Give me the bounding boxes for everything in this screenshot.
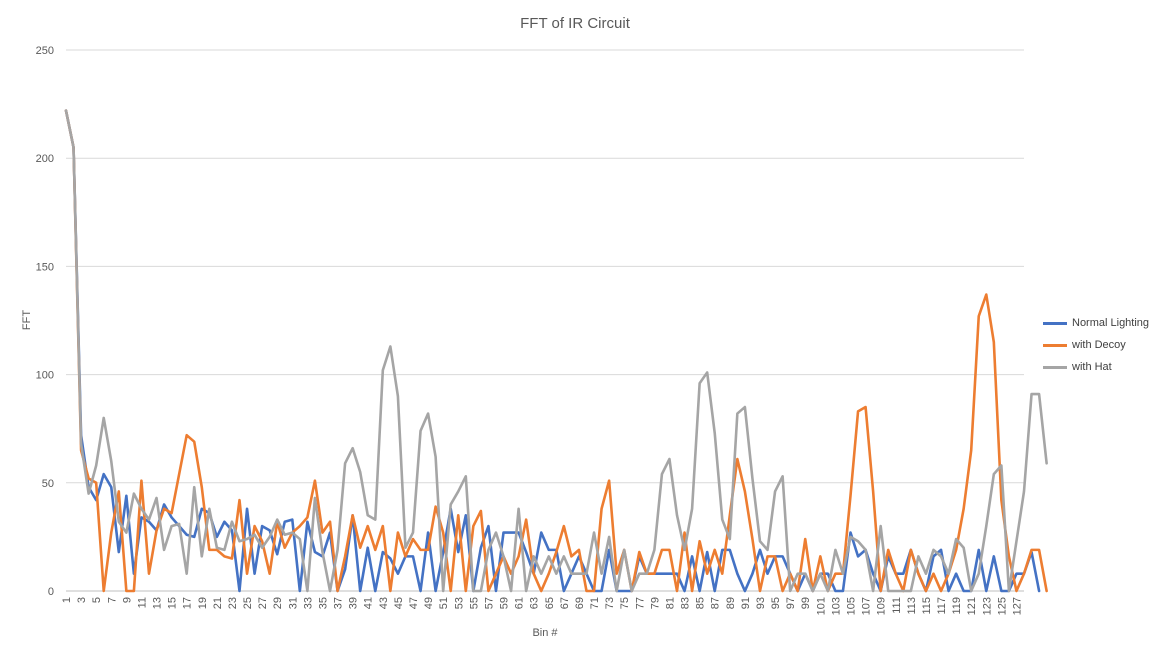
x-tick-label: 119 xyxy=(951,597,963,615)
y-tick-label: 150 xyxy=(36,261,54,273)
legend-swatch xyxy=(1043,321,1067,325)
legend-item: with Decoy xyxy=(1043,334,1149,356)
y-tick-label: 250 xyxy=(36,45,54,57)
x-tick-label: 85 xyxy=(695,597,707,609)
y-axis-ticks: 0 50 100 150 200 250 xyxy=(36,45,54,598)
x-tick-label: 81 xyxy=(664,597,676,609)
legend: Normal Lighting with Decoy with Hat xyxy=(1043,312,1149,378)
x-tick-label: 87 xyxy=(710,597,722,609)
x-tick-label: 127 xyxy=(1011,597,1023,615)
series-line-2 xyxy=(64,109,1048,593)
x-tick-label: 49 xyxy=(423,597,435,609)
x-tick-label: 53 xyxy=(453,597,465,609)
x-tick-label: 101 xyxy=(815,597,827,615)
legend-swatch xyxy=(1043,365,1067,369)
series-lines xyxy=(64,109,1048,593)
x-tick-label: 65 xyxy=(544,597,556,609)
x-tick-label: 107 xyxy=(861,597,873,615)
x-tick-label: 97 xyxy=(785,597,797,609)
legend-swatch xyxy=(1043,343,1067,347)
x-tick-label: 29 xyxy=(272,597,284,609)
x-tick-label: 103 xyxy=(830,597,842,615)
x-tick-label: 51 xyxy=(438,597,450,609)
y-tick-label: 200 xyxy=(36,153,54,165)
x-tick-label: 67 xyxy=(559,597,571,609)
x-tick-label: 93 xyxy=(755,597,767,609)
legend-label: with Hat xyxy=(1072,361,1112,373)
x-tick-label: 121 xyxy=(966,597,978,615)
x-tick-label: 37 xyxy=(333,597,345,609)
y-tick-label: 50 xyxy=(42,478,54,490)
x-tick-label: 25 xyxy=(242,597,254,609)
x-tick-label: 7 xyxy=(106,597,118,603)
x-tick-label: 83 xyxy=(680,597,692,609)
x-tick-label: 123 xyxy=(981,597,993,615)
y-axis-label: FFT xyxy=(21,310,33,330)
x-tick-label: 77 xyxy=(634,597,646,609)
x-tick-label: 27 xyxy=(257,597,269,609)
x-tick-label: 13 xyxy=(152,597,164,609)
x-tick-label: 33 xyxy=(302,597,314,609)
x-axis-label: Bin # xyxy=(532,627,558,639)
y-tick-label: 0 xyxy=(48,586,54,598)
x-tick-label: 23 xyxy=(227,597,239,609)
x-tick-label: 35 xyxy=(317,597,329,609)
x-tick-label: 45 xyxy=(393,597,405,609)
x-tick-label: 39 xyxy=(348,597,360,609)
x-tick-label: 1 xyxy=(61,597,73,603)
x-tick-label: 125 xyxy=(996,597,1008,615)
x-tick-label: 5 xyxy=(91,597,103,603)
x-tick-label: 117 xyxy=(936,597,948,615)
x-tick-label: 91 xyxy=(740,597,752,609)
x-tick-label: 89 xyxy=(725,597,737,609)
x-tick-label: 71 xyxy=(589,597,601,609)
x-tick-label: 17 xyxy=(182,597,194,609)
x-tick-label: 55 xyxy=(468,597,480,609)
series-line-1 xyxy=(64,109,1041,593)
x-tick-label: 105 xyxy=(846,597,858,615)
x-tick-label: 41 xyxy=(363,597,375,609)
x-tick-label: 111 xyxy=(891,597,903,614)
legend-item: with Hat xyxy=(1043,356,1149,378)
x-tick-label: 31 xyxy=(287,597,299,609)
x-tick-label: 43 xyxy=(378,597,390,609)
x-tick-label: 75 xyxy=(619,597,631,609)
x-tick-label: 21 xyxy=(212,597,224,609)
series-line-3 xyxy=(64,109,1048,593)
gridlines xyxy=(66,49,1024,592)
x-tick-label: 15 xyxy=(167,597,179,609)
x-tick-label: 69 xyxy=(574,597,586,609)
x-axis-ticks: 1 3 5 7 9 11 13 15 17 19 21 23 25 27 29 31 33 35 37 39 41 43 4… xyxy=(61,597,1023,615)
x-tick-label: 113 xyxy=(906,597,918,615)
legend-label: with Decoy xyxy=(1072,339,1126,351)
x-tick-label: 19 xyxy=(197,597,209,609)
x-tick-label: 9 xyxy=(121,597,133,603)
chart-title: FFT of IR Circuit xyxy=(520,15,631,32)
legend-item: Normal Lighting xyxy=(1043,312,1149,334)
x-tick-label: 11 xyxy=(136,597,148,608)
x-tick-label: 63 xyxy=(529,597,541,609)
x-tick-label: 115 xyxy=(921,597,933,615)
x-tick-label: 109 xyxy=(876,597,888,615)
x-tick-label: 57 xyxy=(483,597,495,609)
x-tick-label: 73 xyxy=(604,597,616,609)
y-tick-label: 100 xyxy=(36,370,54,382)
x-tick-label: 47 xyxy=(408,597,420,609)
legend-label: Normal Lighting xyxy=(1072,317,1150,329)
x-tick-label: 61 xyxy=(514,597,526,609)
x-tick-label: 59 xyxy=(499,597,511,609)
x-tick-label: 3 xyxy=(76,597,88,603)
x-tick-label: 95 xyxy=(770,597,782,609)
x-tick-label: 79 xyxy=(649,597,661,609)
x-tick-label: 99 xyxy=(800,597,812,609)
